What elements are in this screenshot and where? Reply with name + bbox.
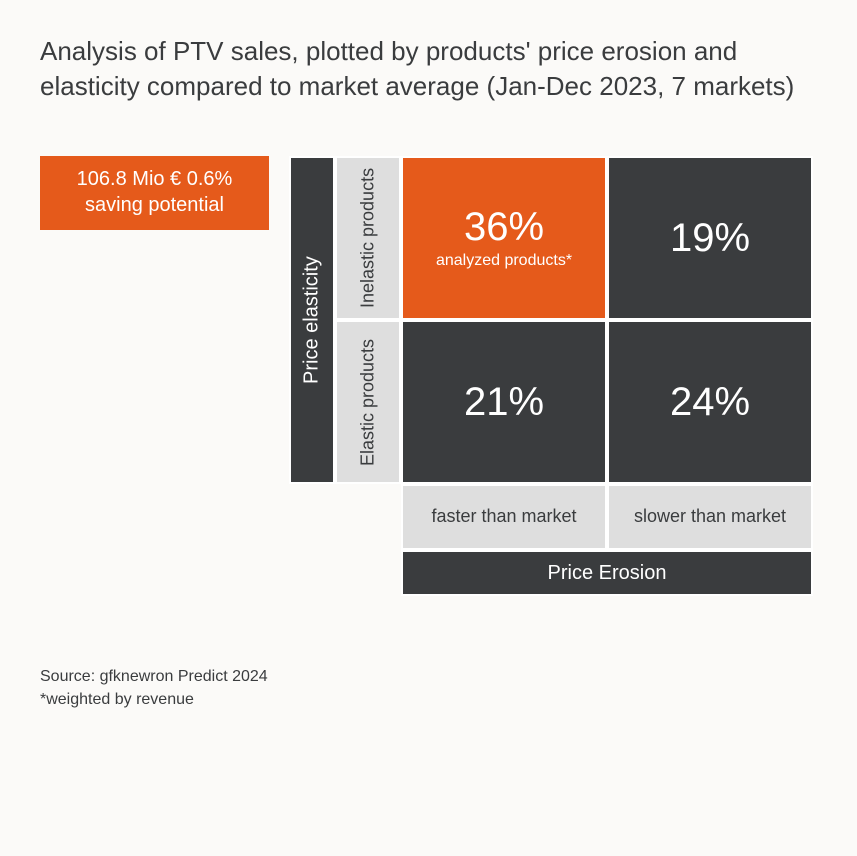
cell-sublabel: analyzed products*	[436, 252, 572, 270]
content-row: 106.8 Mio € 0.6% saving potential Price …	[40, 156, 817, 596]
x-sub-labels: faster than market slower than market	[401, 484, 813, 550]
cell-elastic-faster: 21%	[401, 320, 607, 484]
cell-value: 19%	[670, 216, 750, 261]
badge-line1: 106.8 Mio € 0.6%	[56, 166, 253, 192]
y-axis-title: Price elasticity	[289, 156, 335, 484]
chart-title: Analysis of PTV sales, plotted by produc…	[40, 34, 800, 104]
matrix: Price elasticity Inelastic products Elas…	[289, 156, 813, 596]
footnote: Source: gfknewron Predict 2024 *weighted…	[40, 666, 817, 711]
cells-grid: 36% analyzed products* 19% 21% 24%	[401, 156, 813, 484]
cell-value: 36%	[464, 205, 544, 250]
x-axis-title: Price Erosion	[401, 550, 813, 596]
cell-value: 21%	[464, 380, 544, 425]
y-row-elastic: Elastic products	[335, 320, 401, 484]
saving-potential-badge: 106.8 Mio € 0.6% saving potential	[40, 156, 269, 230]
cell-value: 24%	[670, 380, 750, 425]
y-sub-labels: Inelastic products Elastic products	[335, 156, 401, 484]
footnote-source: Source: gfknewron Predict 2024	[40, 666, 817, 688]
badge-line2: saving potential	[56, 192, 253, 218]
x-col-faster: faster than market	[401, 484, 607, 550]
y-row-inelastic: Inelastic products	[335, 156, 401, 320]
matrix-main: Price elasticity Inelastic products Elas…	[289, 156, 813, 484]
x-col-slower: slower than market	[607, 484, 813, 550]
cell-inelastic-faster: 36% analyzed products*	[401, 156, 607, 320]
cell-elastic-slower: 24%	[607, 320, 813, 484]
cell-inelastic-slower: 19%	[607, 156, 813, 320]
footnote-weight: *weighted by revenue	[40, 689, 817, 711]
